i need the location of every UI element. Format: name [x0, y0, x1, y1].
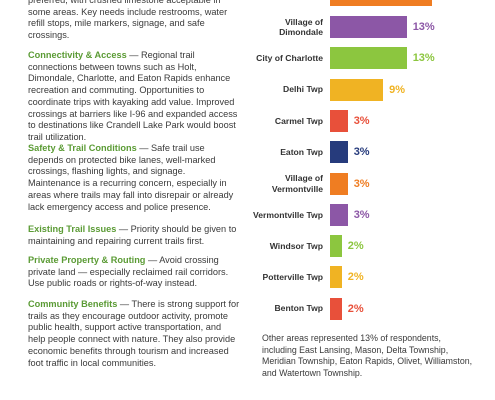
category-label: Potterville Twp — [262, 272, 323, 283]
paragraph: Existing Trail Issues — Priority should … — [28, 224, 240, 247]
category-label: Benton Twp — [274, 303, 323, 314]
section-text: preferred, with crushed limestone accept… — [28, 0, 228, 41]
bar — [330, 109, 348, 132]
category-label: Village of Vermontville — [271, 173, 323, 194]
bar — [330, 78, 384, 101]
paragraph: Connectivity & Access — Regional trail c… — [28, 50, 240, 144]
bar — [330, 141, 348, 164]
value-label: 2% — [347, 302, 364, 315]
bar — [330, 47, 407, 70]
bar — [330, 266, 342, 289]
section-heading: Existing Trail Issues — [28, 224, 117, 234]
value-label: 3% — [353, 146, 370, 159]
category-label: Delhi Twp — [283, 84, 323, 95]
cropped-bar — [330, 0, 432, 6]
category-label: Vermontville Twp — [252, 209, 323, 220]
category-label: Windsor Twp — [269, 240, 323, 251]
bar — [330, 203, 348, 226]
paragraph: Community Benefits — There is strong sup… — [28, 299, 240, 369]
paragraph: Safety & Trail Conditions — Safe trail u… — [28, 143, 240, 213]
category-label: Carmel Twp — [274, 115, 323, 126]
section-text: — Regional trail connections between tow… — [28, 50, 238, 142]
section-text: — Safe trail use depends on protected bi… — [28, 143, 234, 212]
section-text: — There is strong support for trails as … — [28, 299, 240, 368]
section-heading: Connectivity & Access — [28, 50, 127, 60]
paragraph: Private Property & Routing — Avoid cross… — [28, 255, 240, 290]
footnote: Other areas represented 13% of responden… — [262, 333, 473, 378]
bar — [330, 16, 407, 38]
section-heading: Community Benefits — [28, 299, 118, 309]
section-text: — Priority should be given to maintainin… — [28, 224, 237, 246]
section-heading: Private Property & Routing — [28, 255, 146, 265]
value-label: 3% — [353, 114, 370, 127]
category-label: Village of Dimondale — [279, 16, 323, 38]
paragraph: preferred, with crushed limestone accept… — [28, 0, 240, 42]
category-label: Eaton Twp — [280, 146, 323, 157]
value-label: 3% — [353, 208, 370, 221]
section-heading: Safety & Trail Conditions — [28, 143, 137, 153]
bar — [330, 172, 348, 195]
bar — [330, 297, 342, 320]
value-label: 2% — [347, 240, 364, 253]
value-label: 3% — [353, 177, 370, 190]
value-label: 2% — [347, 271, 364, 284]
section-text: — Avoid crossing private land — especial… — [28, 255, 229, 289]
bar — [330, 235, 342, 258]
value-label: 9% — [389, 83, 405, 96]
value-label: 13% — [412, 21, 435, 33]
category-label: City of Charlotte — [256, 53, 323, 64]
value-label: 13% — [412, 52, 435, 65]
